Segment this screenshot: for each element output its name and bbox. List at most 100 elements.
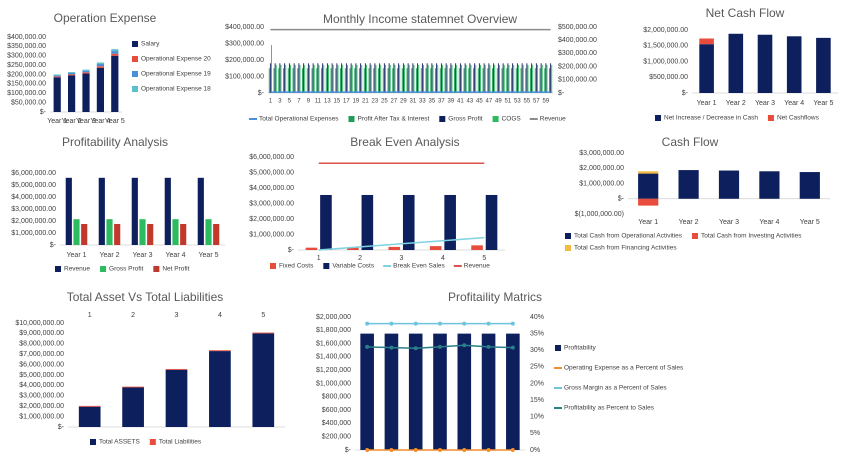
- bar: [506, 68, 508, 93]
- marker: [365, 321, 370, 326]
- y-tick-label: $-: [40, 109, 47, 116]
- bar: [347, 247, 359, 250]
- y2-tick-label: 35%: [530, 330, 544, 337]
- legend-label: Profitability: [564, 345, 597, 352]
- bar: [53, 75, 61, 77]
- y2-tick-label: 15%: [530, 397, 544, 404]
- bar: [426, 63, 428, 93]
- bar: [53, 76, 61, 78]
- bar: [425, 68, 427, 93]
- y-tick-label: $5,000,000.00: [11, 182, 56, 189]
- bar: [402, 194, 415, 250]
- bar: [484, 64, 486, 93]
- bar: [197, 177, 204, 245]
- bar: [68, 75, 76, 112]
- bar: [464, 63, 466, 93]
- bar: [96, 67, 104, 112]
- bar: [444, 68, 446, 93]
- bar: [420, 68, 422, 93]
- bar: [335, 68, 337, 93]
- bar: [432, 64, 434, 93]
- bar: [493, 63, 495, 93]
- bar: [530, 68, 531, 93]
- y-tick-label: $3,000,000.00: [579, 150, 624, 157]
- bar: [816, 37, 831, 93]
- x-tick-label: 31: [410, 99, 417, 105]
- legend-label: Total ASSETS: [99, 439, 140, 446]
- y-tick-label: $300,000.00: [7, 53, 46, 60]
- bar: [297, 68, 299, 93]
- bar: [288, 63, 290, 93]
- marker: [462, 343, 467, 348]
- bar: [304, 64, 306, 93]
- bar: [412, 63, 414, 93]
- bar: [535, 63, 537, 93]
- bar: [337, 64, 339, 93]
- marker: [462, 448, 467, 452]
- y-tick-label: $2,000,000.00: [11, 218, 56, 225]
- marker: [365, 448, 370, 452]
- bar: [387, 68, 389, 93]
- marker: [413, 321, 418, 326]
- bar: [252, 333, 275, 427]
- bar: [98, 177, 105, 245]
- bar: [407, 63, 409, 93]
- marker: [413, 448, 418, 452]
- bar: [544, 68, 546, 93]
- bar: [53, 74, 61, 76]
- marker: [438, 344, 442, 349]
- bar: [446, 64, 448, 93]
- legend-swatch: [132, 86, 138, 92]
- bar: [728, 33, 744, 93]
- x-tick-label: 21: [362, 99, 369, 105]
- bar: [786, 36, 802, 93]
- bar: [445, 63, 447, 93]
- x-tick-label: 55: [524, 99, 531, 105]
- legend-swatch: [100, 266, 107, 272]
- y2-tick-label: 0%: [530, 447, 540, 454]
- bar: [549, 68, 550, 93]
- x-tick-label: 5: [261, 312, 265, 319]
- y2-tick-label: 30%: [530, 347, 544, 354]
- legend-label: Operating Expense as a Percent of Sales: [564, 365, 684, 372]
- bar: [638, 198, 659, 206]
- bar: [459, 63, 461, 93]
- x-tick-label: Year 2: [679, 219, 699, 226]
- x-tick-label: Year 4: [759, 219, 779, 226]
- bar: [111, 55, 119, 112]
- bar: [401, 68, 403, 93]
- bar: [331, 63, 333, 93]
- y-tick-label: $400,000.00: [225, 24, 264, 31]
- bar: [53, 77, 61, 112]
- x-tick-label: 37: [438, 99, 445, 105]
- bar: [106, 219, 113, 245]
- y-tick-label: $-: [258, 90, 265, 97]
- bar: [520, 68, 522, 93]
- bar: [478, 63, 480, 93]
- y2-tick-label: 20%: [530, 380, 544, 387]
- marker: [438, 321, 442, 326]
- legend-label: Operational Expense 20: [141, 56, 211, 63]
- bar: [78, 405, 101, 407]
- legend-label: Gross Profit: [448, 116, 483, 123]
- bar: [164, 177, 171, 245]
- legend-swatch: [767, 115, 774, 121]
- bar: [469, 63, 471, 93]
- y-tick-label: $4,000,000.00: [19, 382, 64, 389]
- x-tick-label: 4: [218, 312, 222, 319]
- y2-tick-label: 5%: [530, 430, 540, 437]
- y2-tick-label: 40%: [530, 314, 544, 321]
- bar: [82, 72, 90, 74]
- bar: [468, 68, 470, 93]
- legend-label: Revenue: [64, 266, 90, 273]
- bar: [551, 64, 553, 93]
- legend-label: Operational Expense 18: [141, 86, 211, 93]
- y-tick-label: $2,000,000.00: [643, 27, 688, 34]
- bar: [678, 170, 699, 199]
- bar: [322, 63, 324, 93]
- bar: [165, 369, 188, 427]
- x-tick-label: Year 2: [726, 100, 746, 107]
- bar: [81, 224, 88, 245]
- bar: [477, 68, 479, 93]
- bar: [342, 64, 344, 93]
